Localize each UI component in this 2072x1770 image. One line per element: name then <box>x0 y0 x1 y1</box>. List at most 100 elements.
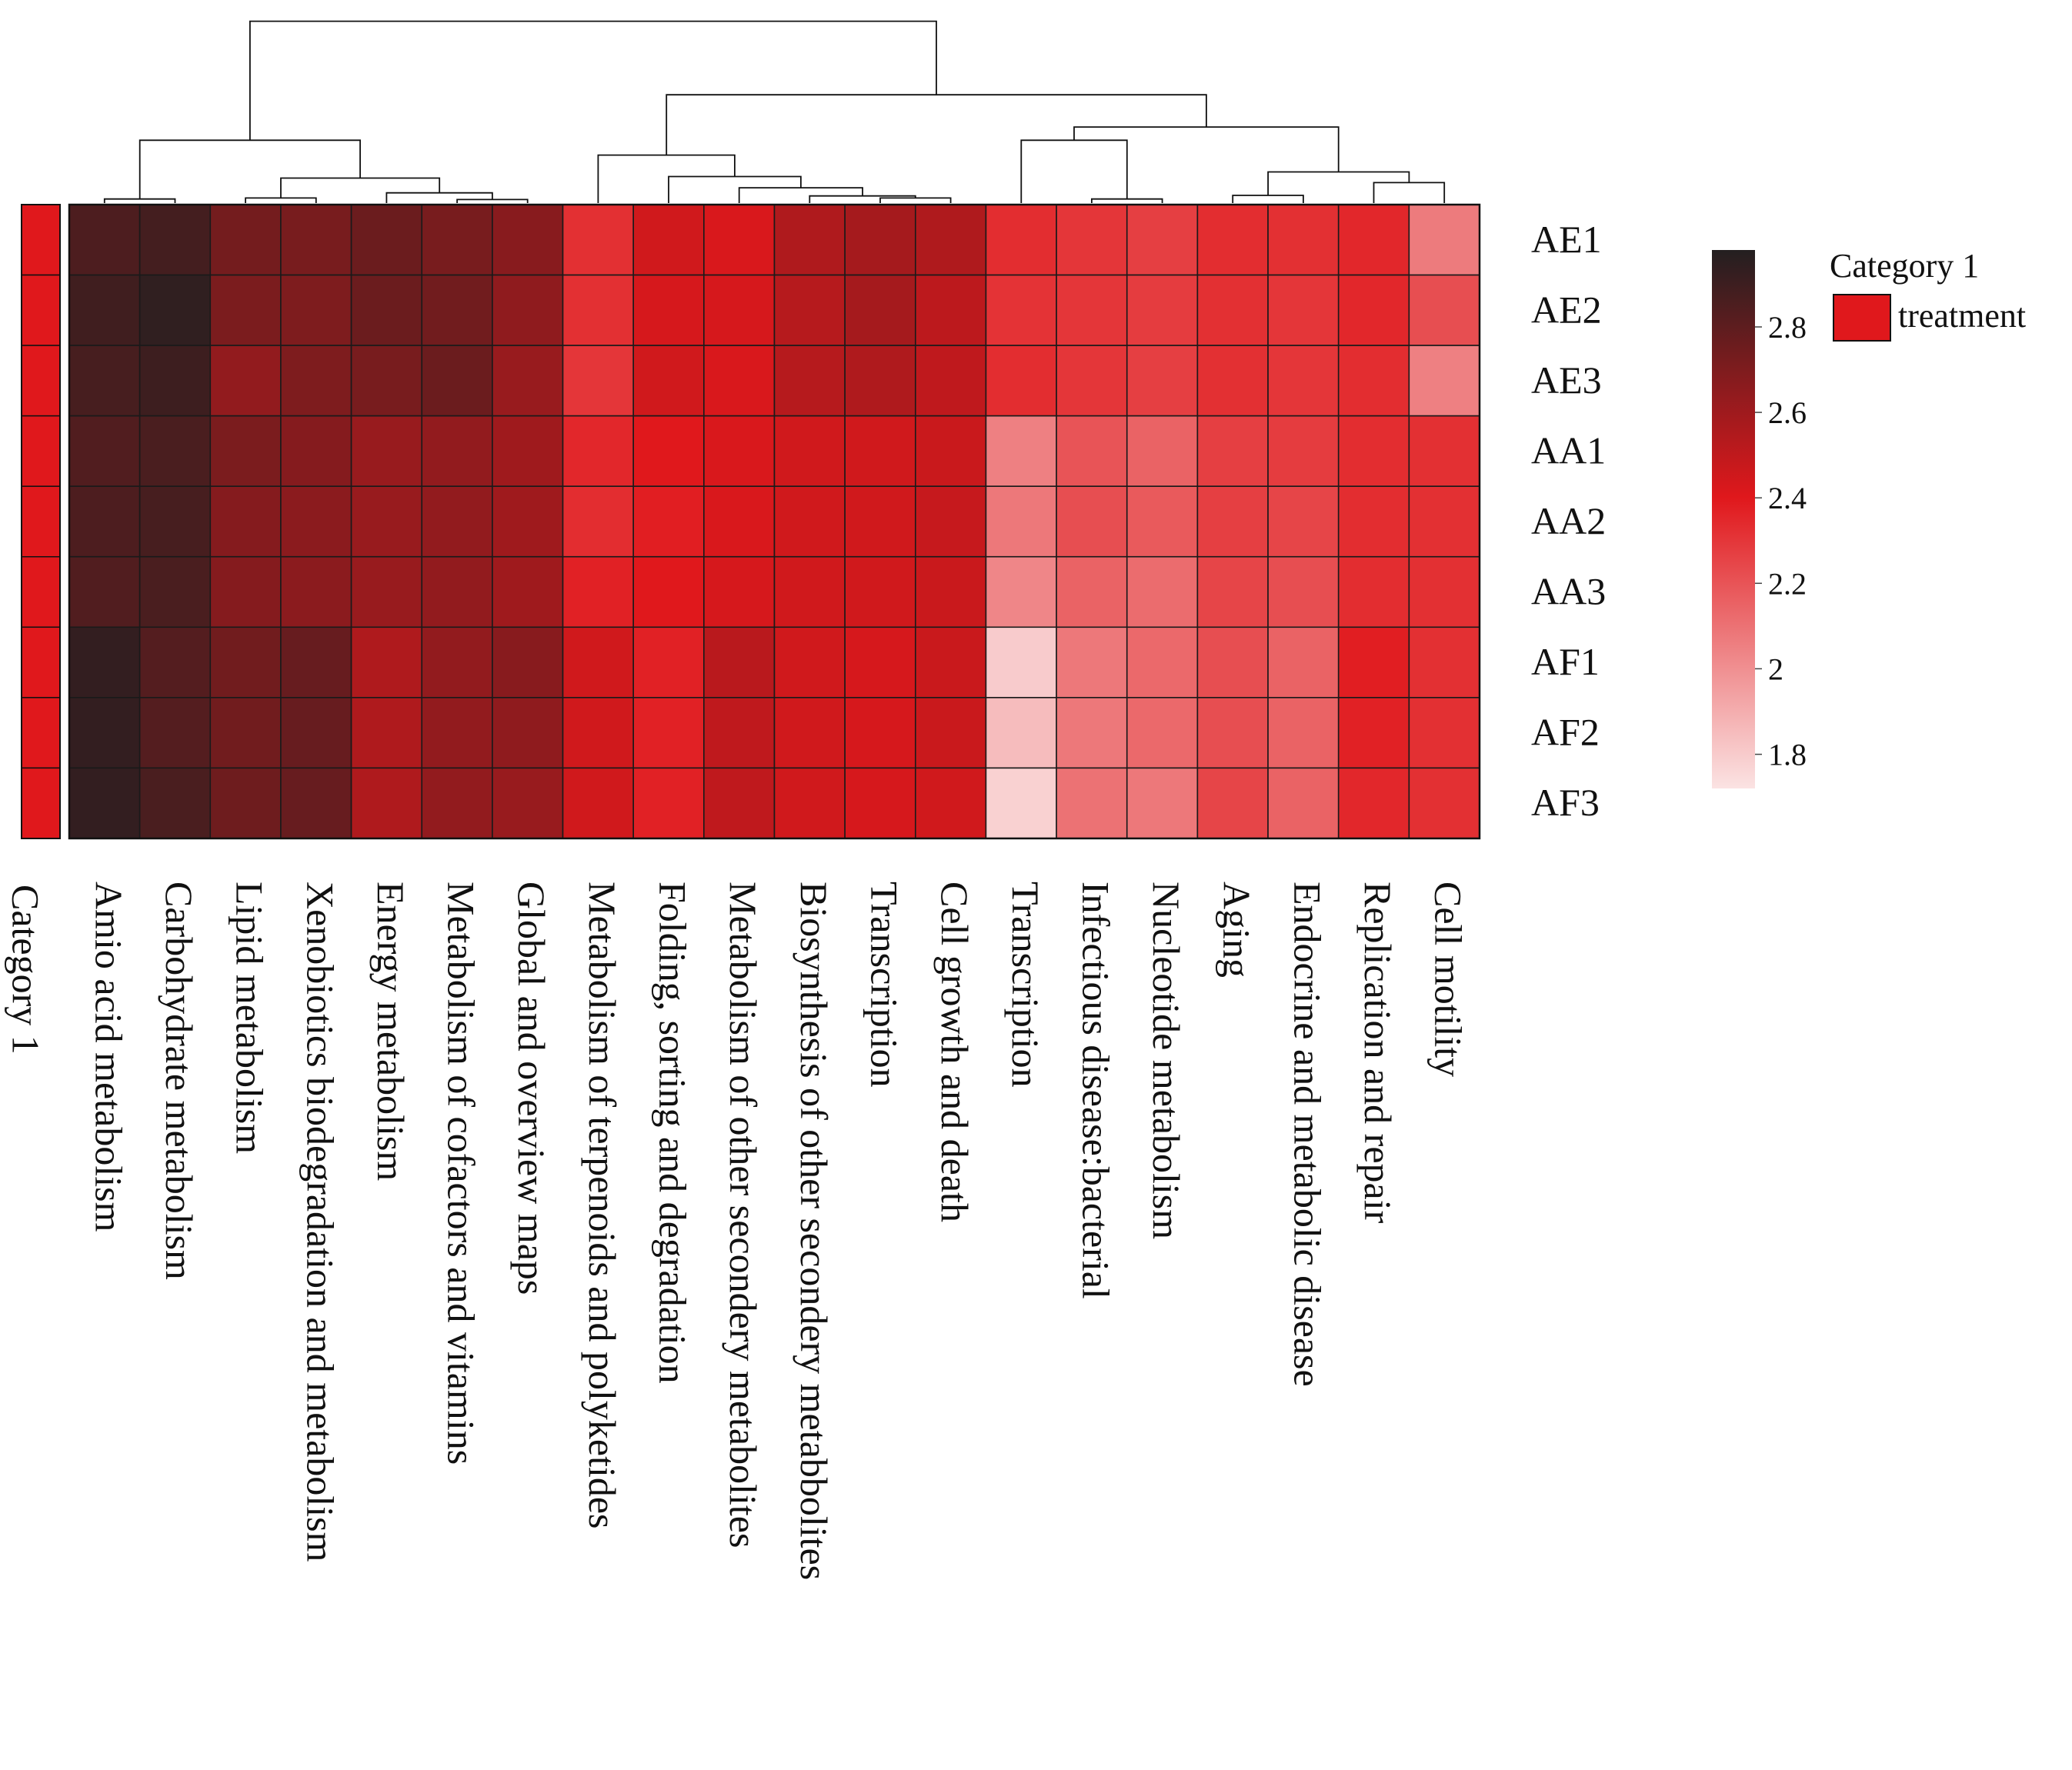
heatmap-cell <box>1126 555 1199 628</box>
heatmap-cell <box>1337 415 1410 488</box>
category-strip <box>21 204 61 839</box>
heatmap-cell <box>1056 204 1128 276</box>
heatmap-cell <box>209 697 282 769</box>
heatmap-cell <box>632 626 705 698</box>
heatmap-cell <box>350 697 423 769</box>
heatmap-cell <box>1196 415 1269 488</box>
heatmap-cell <box>915 626 987 698</box>
heatmap-cell <box>1126 204 1199 276</box>
heatmap-cell <box>1267 274 1340 346</box>
column-label: Replication and repair <box>1356 882 1400 1224</box>
dendrogram-branch <box>879 197 952 203</box>
heatmap-cell <box>1408 274 1480 346</box>
heatmap-cell <box>280 345 352 417</box>
dendrogram-branch <box>280 177 441 198</box>
color-scale-tick-label: 2.6 <box>1768 395 1807 430</box>
heatmap-cell <box>1196 204 1269 276</box>
color-scale-tick-label: 2.8 <box>1768 310 1807 345</box>
heatmap-cell <box>350 204 423 276</box>
dendrogram-branch <box>597 154 736 203</box>
heatmap-cell <box>1408 767 1480 839</box>
heatmap-cell <box>773 415 846 488</box>
column-label: Metabolism of other secondery metabolite… <box>722 882 765 1548</box>
dendrogram-branch <box>103 198 176 203</box>
heatmap-cell <box>492 697 564 769</box>
heatmap-cell <box>1056 767 1128 839</box>
heatmap-cell <box>209 415 282 488</box>
heatmap-cell <box>703 555 776 628</box>
heatmap-cell <box>1408 345 1480 417</box>
heatmap-cell <box>1056 274 1128 346</box>
heatmap-cell <box>280 697 352 769</box>
heatmap-cell <box>138 485 212 558</box>
heatmap-cell <box>280 415 352 488</box>
dendrogram-branch <box>809 195 916 203</box>
dendrogram-branch <box>1267 171 1410 195</box>
heatmap-cell <box>1267 485 1340 558</box>
heatmap-cell <box>844 555 916 628</box>
heatmap-cell <box>421 485 493 558</box>
heatmap-cell <box>421 555 493 628</box>
heatmap-cell <box>68 626 141 698</box>
heatmap-cell <box>280 485 352 558</box>
row-label: AA2 <box>1531 499 1606 542</box>
row-labels: AE1 AE2 AE3 AA1 AA2 AA3 AF1 AF2 AF3 <box>1531 218 1606 824</box>
category-cell <box>21 274 61 346</box>
heatmap-cell <box>350 485 423 558</box>
heatmap-cell <box>209 555 282 628</box>
heatmap-cell <box>1408 626 1480 698</box>
heatmap-cell <box>1056 555 1128 628</box>
dendrogram-branch <box>666 94 1207 155</box>
heatmap-cell <box>280 555 352 628</box>
heatmap-cell <box>632 204 705 276</box>
heatmap-cell <box>1337 204 1410 276</box>
heatmap-cell <box>562 204 634 276</box>
heatmap-cell <box>915 767 987 839</box>
heatmap-cell <box>350 555 423 628</box>
heatmap-cell <box>1267 626 1340 698</box>
column-label: Infectious disease:bacterial <box>1074 882 1117 1299</box>
heatmap-cell <box>773 485 846 558</box>
color-scale-tick-label: 2 <box>1768 652 1783 686</box>
heatmap-cell <box>844 204 916 276</box>
heatmap-cell <box>1408 555 1480 628</box>
legend-label-treatment: treatment <box>1898 297 2026 335</box>
column-label: Nucleotide metabolism <box>1145 882 1188 1239</box>
column-label: Global and overview maps <box>510 882 553 1295</box>
heatmap-cell <box>985 626 1057 698</box>
heatmap-cell <box>562 415 634 488</box>
heatmap-cell <box>985 485 1057 558</box>
heatmap-cell <box>280 626 352 698</box>
heatmap-cell <box>1267 204 1340 276</box>
heatmap-cell <box>421 767 493 839</box>
category-cell <box>21 345 61 417</box>
dendrogram-branch <box>1373 182 1446 203</box>
heatmap-cell <box>138 626 212 698</box>
heatmap-cell <box>421 274 493 346</box>
heatmap-cell <box>985 415 1057 488</box>
heatmap-cell <box>280 274 352 346</box>
heatmap-cell <box>915 485 987 558</box>
column-label: Amio acid metabolism <box>87 882 130 1232</box>
heatmap-cell <box>703 697 776 769</box>
heatmap-cell <box>1196 697 1269 769</box>
heatmap-cell <box>632 767 705 839</box>
heatmap-cell <box>562 767 634 839</box>
heatmap-cell <box>703 767 776 839</box>
category-cell <box>21 697 61 769</box>
heatmap-cell <box>1267 697 1340 769</box>
heatmap-cell <box>138 204 212 276</box>
dendrogram-branch <box>668 175 802 203</box>
heatmap-cell <box>562 345 634 417</box>
heatmap-cell <box>492 626 564 698</box>
heatmap-cell <box>492 485 564 558</box>
heatmap-cell <box>1337 485 1410 558</box>
heatmap-cell <box>985 345 1057 417</box>
heatmap-cell <box>421 345 493 417</box>
heatmap-cell <box>773 274 846 346</box>
heatmap-cell <box>1408 204 1480 276</box>
heatmap-cell <box>138 345 212 417</box>
row-label: AF1 <box>1531 640 1600 683</box>
heatmap-cell <box>280 204 352 276</box>
